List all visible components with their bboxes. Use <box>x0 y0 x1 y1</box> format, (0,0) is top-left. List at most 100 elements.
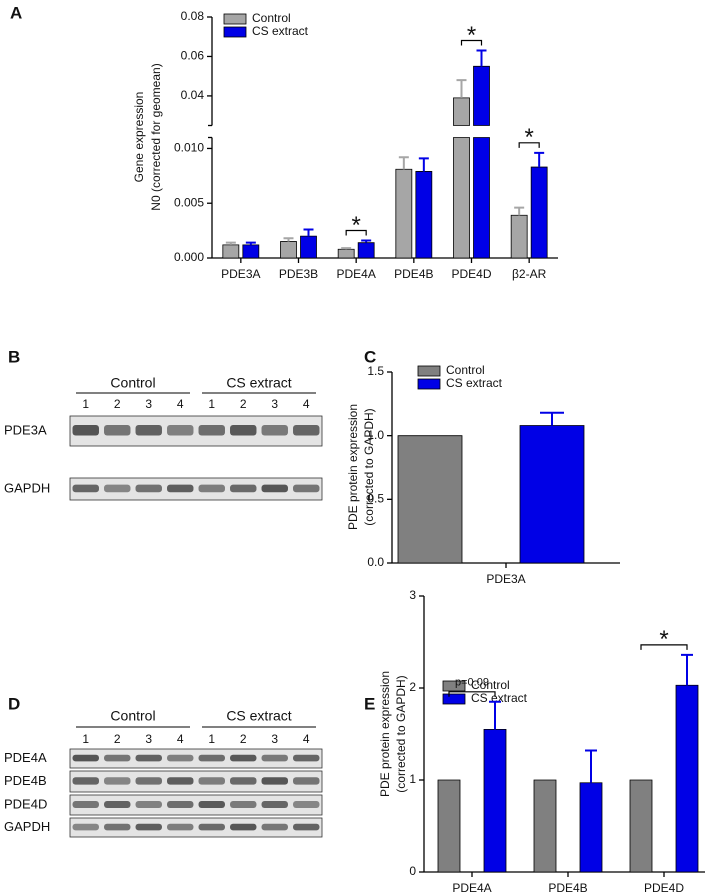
bar <box>357 242 375 259</box>
legend-swatch <box>223 13 247 25</box>
blot-band <box>135 777 162 785</box>
row-label: PDE4D <box>4 796 47 811</box>
significance-bracket <box>448 691 496 697</box>
row-label: PDE3A <box>4 422 47 437</box>
y-axis-label: N0 (corrected for geomean) <box>149 63 163 210</box>
lane-label: 3 <box>271 397 278 411</box>
error-bar <box>283 237 294 242</box>
x-tick-label: PDE4D <box>644 881 684 895</box>
error-bar <box>225 241 236 245</box>
y-tick-label: 1.5 <box>367 364 384 378</box>
blot-band <box>261 801 288 808</box>
blot-band <box>135 754 162 762</box>
blot-band <box>198 484 225 493</box>
bar <box>395 168 413 259</box>
annotation: * <box>524 124 533 151</box>
row-label: PDE4B <box>4 773 47 788</box>
blot-band <box>261 777 288 785</box>
bar <box>337 248 355 259</box>
lane-label: 2 <box>240 397 247 411</box>
panel-label: E <box>364 694 375 713</box>
bar <box>397 435 463 564</box>
y-tick-label: 0.08 <box>181 9 205 23</box>
group-label: CS extract <box>226 375 291 391</box>
blot-band <box>198 754 225 762</box>
significance-bracket <box>345 229 367 236</box>
blot-band <box>135 425 162 436</box>
y-tick-label: 1.0 <box>367 428 384 442</box>
error-bar <box>418 157 429 172</box>
error-bar <box>303 228 314 237</box>
blot-band <box>104 823 131 831</box>
legend-label: CS extract <box>471 691 528 705</box>
legend-swatch <box>417 378 441 390</box>
legend-label: Control <box>446 363 485 377</box>
panel-label: C <box>364 347 376 366</box>
blot-band <box>167 484 194 493</box>
bar <box>453 97 470 259</box>
bar <box>415 171 433 259</box>
lane-label: 3 <box>145 397 152 411</box>
blot-band <box>72 484 99 493</box>
y-tick-label: 0.5 <box>367 492 384 506</box>
x-tick-label: PDE4A <box>336 267 375 281</box>
y-tick-label: 0.06 <box>181 49 205 63</box>
x-tick-label: β2-AR <box>512 267 547 281</box>
blot-band <box>104 754 131 762</box>
blot-band <box>261 484 288 493</box>
blot-band <box>167 801 194 808</box>
x-tick-label: PDE3A <box>221 267 260 281</box>
legend-label: Control <box>252 11 291 25</box>
panel-label: B <box>8 347 20 366</box>
error-bar <box>245 241 256 245</box>
annotation: p=0.09 <box>455 677 489 689</box>
error-bar <box>361 239 372 243</box>
bar <box>473 65 490 259</box>
panel-label: A <box>10 3 22 22</box>
blot-band <box>167 754 194 762</box>
group-label: Control <box>110 708 155 724</box>
lane-label: 4 <box>303 732 310 746</box>
blot-band <box>261 425 288 436</box>
blot-band <box>230 823 257 831</box>
bar <box>483 729 507 873</box>
x-tick-label: PDE3A <box>486 572 525 586</box>
bar <box>222 244 240 259</box>
blot-strip <box>69 770 323 793</box>
blot-band <box>293 777 320 785</box>
lane-label: 1 <box>82 732 89 746</box>
blot-strip <box>69 477 323 501</box>
lane-label: 4 <box>177 732 184 746</box>
error-bar <box>476 49 487 67</box>
y-tick-label: 0.04 <box>181 88 205 102</box>
blot-band <box>104 425 131 436</box>
row-label: PDE4A <box>4 750 47 765</box>
x-tick-label: PDE3B <box>279 267 318 281</box>
lane-label: 3 <box>145 732 152 746</box>
y-tick-label: 2 <box>409 680 416 694</box>
blot-band <box>198 425 225 436</box>
blot-strip <box>69 748 323 769</box>
blot-band <box>72 801 99 808</box>
bar <box>675 684 699 873</box>
blot-band <box>135 801 162 808</box>
group-label: CS extract <box>226 708 291 724</box>
blot-band <box>198 801 225 808</box>
bar <box>579 782 603 873</box>
blot-band <box>167 823 194 831</box>
blot-band <box>198 823 225 831</box>
error-bar <box>341 247 352 250</box>
error-bar <box>534 151 545 168</box>
row-label: GAPDH <box>4 480 50 495</box>
error-bar <box>398 156 409 170</box>
bar <box>300 235 317 259</box>
blot-band <box>293 754 320 762</box>
blot-band <box>293 425 320 436</box>
error-bar <box>540 411 564 426</box>
blot-band <box>293 484 320 493</box>
significance-bracket <box>640 644 688 650</box>
error-bar <box>456 79 467 98</box>
lane-label: 1 <box>82 397 89 411</box>
row-label: GAPDH <box>4 819 50 834</box>
blot-strip <box>69 794 323 816</box>
